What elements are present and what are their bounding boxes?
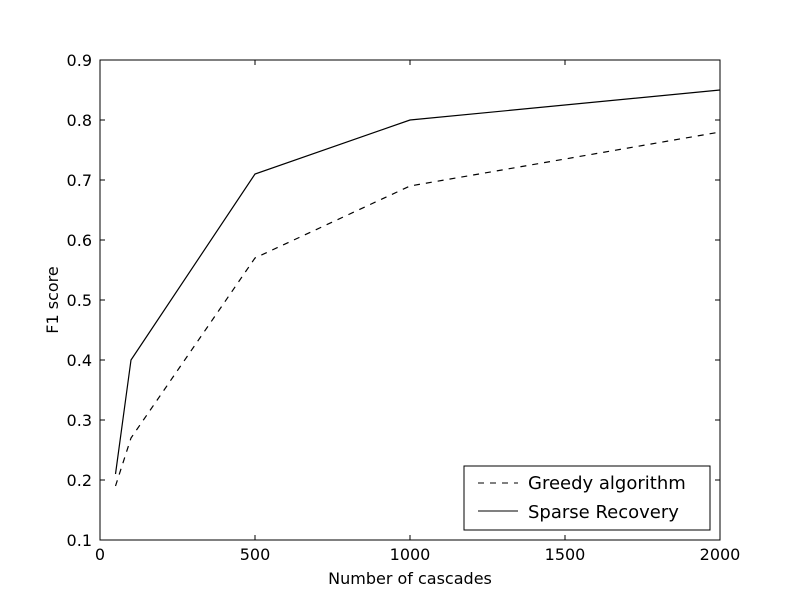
y-tick-label: 0.7 — [67, 171, 92, 190]
y-tick-label: 0.2 — [67, 471, 92, 490]
plot-frame — [99, 59, 721, 541]
x-tick-label: 1000 — [390, 545, 431, 564]
x-tick-label: 1500 — [545, 545, 586, 564]
series-line-sparse — [114, 89, 721, 475]
legend: Greedy algorithm Sparse Recovery — [463, 465, 711, 531]
y-tick-label: 0.1 — [67, 531, 92, 550]
y-tick-label: 0.3 — [67, 411, 92, 430]
legend-label-greedy: Greedy algorithm — [528, 473, 686, 494]
y-tick-label: 0.5 — [67, 291, 92, 310]
y-tick-label: 0.4 — [67, 351, 92, 370]
series-line-greedy — [114, 131, 721, 487]
x-tick-label: 500 — [240, 545, 271, 564]
x-tick-label: 2000 — [700, 545, 741, 564]
y-tick-label: 0.9 — [67, 51, 92, 70]
legend-label-sparse: Sparse Recovery — [528, 502, 679, 523]
legend-box — [463, 465, 711, 531]
plot-area — [100, 60, 720, 540]
x-axis-label: Number of cascades — [328, 569, 492, 588]
x-tick-label: 0 — [95, 545, 105, 564]
y-axis-label: F1 score — [43, 266, 62, 333]
y-tick-label: 0.6 — [67, 231, 92, 250]
y-tick-label: 0.8 — [67, 111, 92, 130]
